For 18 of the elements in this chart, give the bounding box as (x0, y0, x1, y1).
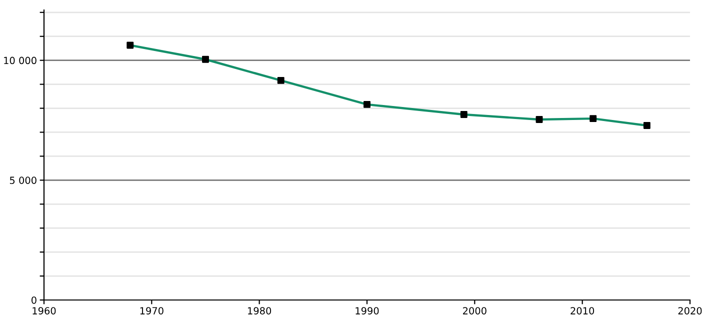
x-tick-label: 1960 (32, 307, 56, 314)
point (643, 122, 650, 129)
x-tick-label: 2020 (678, 307, 702, 314)
point (460, 111, 468, 118)
point (126, 42, 134, 49)
y-tick-label: 10 000 (4, 56, 36, 64)
y-tick-label: 0 (32, 296, 36, 304)
point (364, 100, 370, 108)
y-tick-label: 5 000 (10, 176, 36, 184)
x-tick-label: 1980 (248, 307, 272, 314)
x-tick-label: 2000 (463, 307, 486, 314)
x-tick-label: 2010 (570, 307, 594, 314)
point (590, 115, 597, 122)
point (277, 76, 284, 84)
point (202, 56, 209, 63)
x-tick-label: 1970 (140, 307, 164, 314)
point (536, 116, 543, 123)
x-tick-label: 1990 (356, 307, 379, 314)
